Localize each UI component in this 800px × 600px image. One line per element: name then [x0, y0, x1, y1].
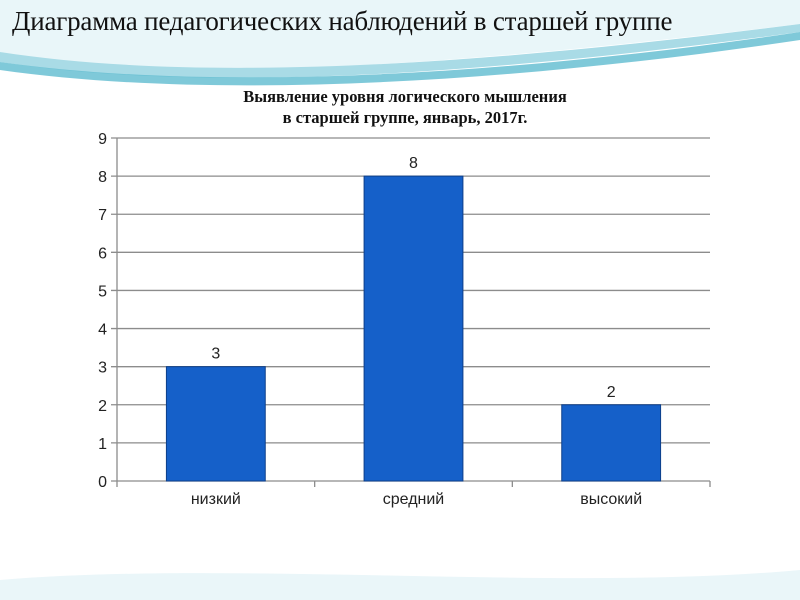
chart-title: Выявление уровня логического мышления в …	[150, 86, 660, 128]
wave-decoration-light	[0, 0, 800, 70]
y-tick-label: 9	[98, 131, 107, 148]
chart-title-line-2: в старшей группе, январь, 2017г.	[282, 108, 528, 127]
x-category-label-1: низкий	[191, 491, 241, 508]
wave-decoration-dark	[0, 32, 800, 86]
y-tick-label: 7	[98, 207, 107, 224]
y-tick-label: 6	[98, 245, 107, 262]
x-category-label-3: высокий	[580, 491, 642, 508]
wave-decoration-bottom	[0, 570, 800, 600]
wave-decoration-mid	[0, 24, 800, 78]
data-label-3: 2	[607, 384, 616, 401]
chart-title-line-1: Выявление уровня логического мышления	[243, 87, 567, 106]
y-tick-label: 1	[98, 436, 107, 453]
bar-2	[363, 175, 464, 482]
bar-1	[165, 366, 266, 482]
y-tick-label: 2	[98, 398, 107, 415]
x-category-label-2: средний	[383, 491, 445, 508]
bar-3	[561, 404, 662, 482]
y-tick-label: 8	[98, 169, 107, 186]
slide-title: Диаграмма педагогических наблюдений в ст…	[12, 6, 673, 36]
y-tick-label: 3	[98, 360, 107, 377]
y-tick-label: 5	[98, 283, 107, 300]
y-tick-label: 4	[98, 322, 107, 339]
y-tick-label: 0	[98, 474, 107, 491]
data-label-2: 8	[409, 155, 418, 172]
data-label-1: 3	[211, 346, 220, 363]
